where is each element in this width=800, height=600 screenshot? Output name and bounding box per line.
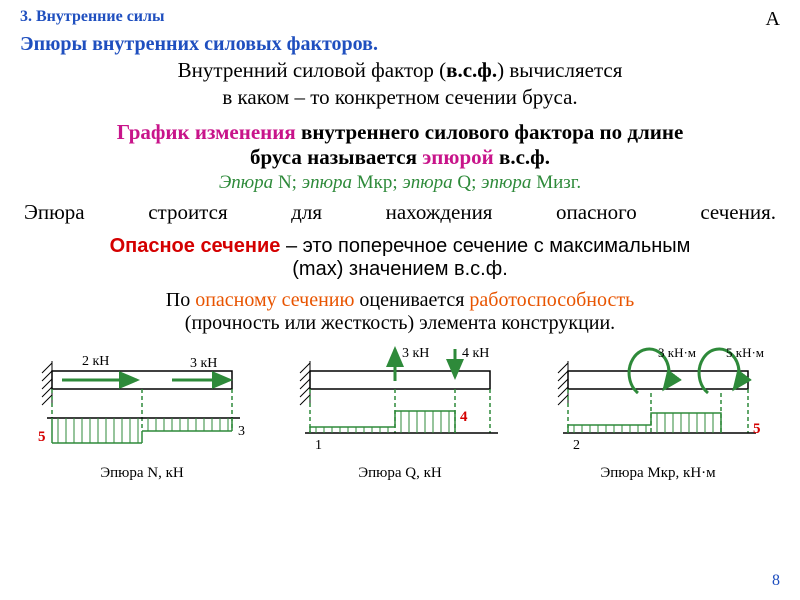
d1-f1: 2 кН — [82, 354, 109, 369]
d3-v1: 2 — [573, 438, 580, 453]
page-number: 8 — [772, 572, 780, 590]
diagrams-row: 2 кН 3 кН — [20, 343, 780, 482]
definition-line-2: бруса называется эпюрой в.с.ф. — [20, 145, 780, 170]
d3-f2: 5 кН·м — [726, 345, 764, 360]
purpose-text: Эпюра строится для нахождения опасного с… — [20, 200, 780, 225]
work-line-2: (прочность или жесткость) элемента конст… — [20, 312, 780, 335]
section-number: 3. Внутренние силы — [20, 8, 165, 31]
d2-caption: Эпюра Q, кН — [280, 465, 520, 482]
d1-caption: Эпюра N, кН — [22, 465, 262, 482]
d3-f1: 3 кН·м — [658, 345, 696, 360]
d3-max: 5 — [753, 421, 761, 437]
d1-v2: 3 — [238, 424, 245, 439]
d1-f2: 3 кН — [190, 356, 217, 371]
slide-letter: А — [766, 8, 780, 31]
d2-max: 4 — [460, 409, 468, 425]
epyura-list: Эпюра N; эпюра Мкр; эпюра Q; эпюра Мизг. — [20, 172, 780, 194]
intro-line-1: Внутренний силовой фактор (в.с.ф.) вычис… — [20, 58, 780, 83]
definition-line-1: График изменения внутреннего силового фа… — [20, 120, 780, 145]
work-line-1: По опасному сечению оценивается работосп… — [20, 289, 780, 312]
danger-line-1: Опасное сечение – это поперечное сечение… — [20, 235, 780, 258]
d2-f1: 3 кН — [402, 346, 429, 361]
d1-max: 5 — [38, 429, 46, 445]
diagram-q: 3 кН 4 кН — [280, 343, 520, 482]
diagram-n: 2 кН 3 кН — [22, 343, 262, 482]
intro-line-2: в каком – то конкретном сечении бруса. — [20, 85, 780, 110]
diagram-mkr: 3 кН·м 5 кН·м — [538, 343, 778, 482]
subtitle: Эпюры внутренних силовых факторов. — [20, 33, 780, 56]
d2-v1: 1 — [315, 438, 322, 453]
d2-f2: 4 кН — [462, 346, 489, 361]
danger-line-2: (max) значением в.с.ф. — [20, 258, 780, 281]
d3-caption: Эпюра Мкр, кН·м — [538, 465, 778, 482]
